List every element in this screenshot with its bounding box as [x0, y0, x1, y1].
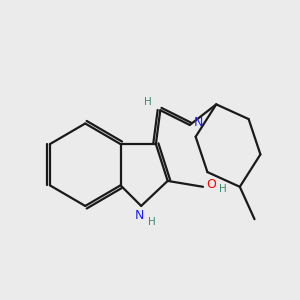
Text: H: H: [219, 184, 227, 194]
Text: N: N: [193, 116, 203, 129]
Text: N: N: [135, 209, 144, 222]
Text: H: H: [148, 217, 155, 227]
Text: H: H: [144, 97, 152, 107]
Text: O: O: [206, 178, 216, 191]
